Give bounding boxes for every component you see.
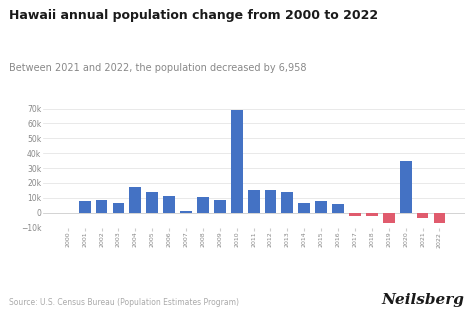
Bar (231, 110, 243, 213)
Bar (282, 192, 293, 213)
Bar (112, 203, 124, 213)
Text: Between 2021 and 2022, the population decreased by 6,958: Between 2021 and 2022, the population de… (9, 63, 307, 73)
Bar (129, 187, 141, 213)
Bar (383, 213, 395, 223)
Bar (214, 200, 226, 213)
Bar (264, 190, 276, 213)
Bar (332, 204, 344, 213)
Bar (79, 202, 91, 213)
Bar (315, 202, 327, 213)
Text: Neilsberg: Neilsberg (382, 293, 465, 307)
Bar (248, 190, 259, 213)
Text: Source: U.S. Census Bureau (Population Estimates Program): Source: U.S. Census Bureau (Population E… (9, 298, 239, 307)
Bar (146, 192, 158, 213)
Bar (180, 211, 192, 213)
Bar (298, 203, 310, 213)
Bar (163, 196, 175, 213)
Text: Hawaii annual population change from 2000 to 2022: Hawaii annual population change from 200… (9, 9, 379, 22)
Bar (417, 213, 428, 218)
Bar (96, 200, 108, 213)
Bar (400, 161, 411, 213)
Bar (366, 213, 378, 216)
Bar (197, 197, 209, 213)
Bar (349, 213, 361, 216)
Bar (434, 213, 446, 223)
